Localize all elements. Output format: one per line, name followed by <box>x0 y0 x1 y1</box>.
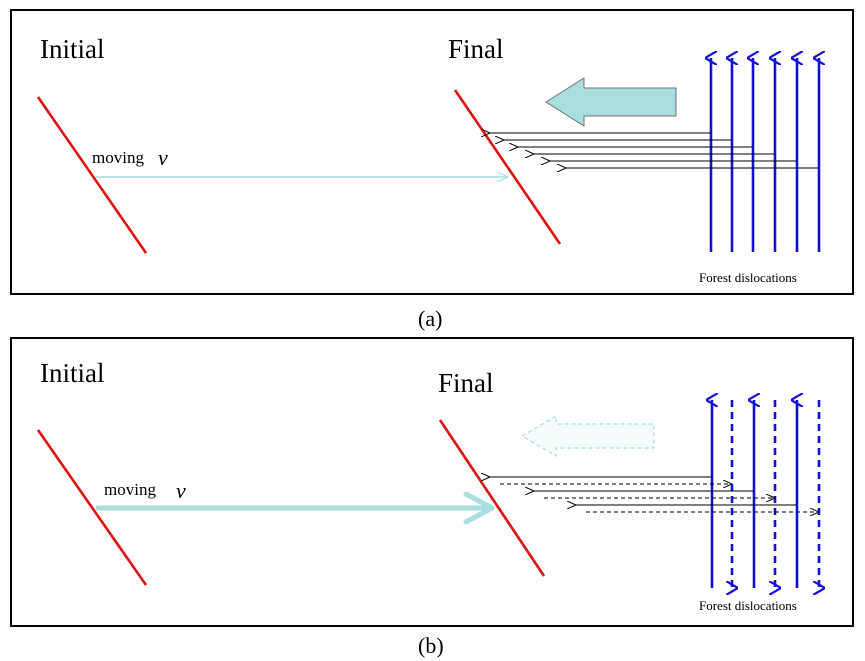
panel-b-caption: (b) <box>418 633 444 658</box>
panel-a-velocity-symbol: v <box>158 145 168 170</box>
panel-b-initial-dislocation <box>36 429 148 586</box>
panel-b-forest-dislocations <box>712 400 819 588</box>
panel-a-forest-label: Forest dislocations <box>699 270 797 285</box>
panel-a-final-label: Final <box>448 34 504 64</box>
panel-a-moving-label: moving <box>92 148 144 167</box>
panel-a-caption: (a) <box>418 306 442 331</box>
panel-a: Initial Final moving v Forest dislocatio… <box>10 9 854 295</box>
panel-a-interaction-arrows <box>490 133 819 168</box>
panel-b-moving-label: moving <box>104 480 156 499</box>
panel-b-interaction-arrows <box>490 477 819 512</box>
panel-b-motion-arrow <box>96 491 495 525</box>
panel-b-final-dislocation <box>438 419 546 577</box>
panel-b-initial-label: Initial <box>40 358 104 388</box>
panel-a-forest-dislocations <box>711 58 819 252</box>
panel-a-initial-dislocation <box>36 96 148 254</box>
panel-b-final-label: Final <box>438 368 494 398</box>
panel-a-final-dislocation <box>453 89 562 245</box>
panel-b: Initial Final moving v Forest dislo <box>10 337 854 627</box>
panel-a-initial-label: Initial <box>40 34 104 64</box>
panel-b-velocity-symbol: v <box>176 478 186 503</box>
panel-b-forest-label: Forest dislocations <box>699 598 797 613</box>
panel-b-faded-back-stress-arrow <box>520 414 655 458</box>
panel-a-back-stress-arrow <box>545 77 677 127</box>
